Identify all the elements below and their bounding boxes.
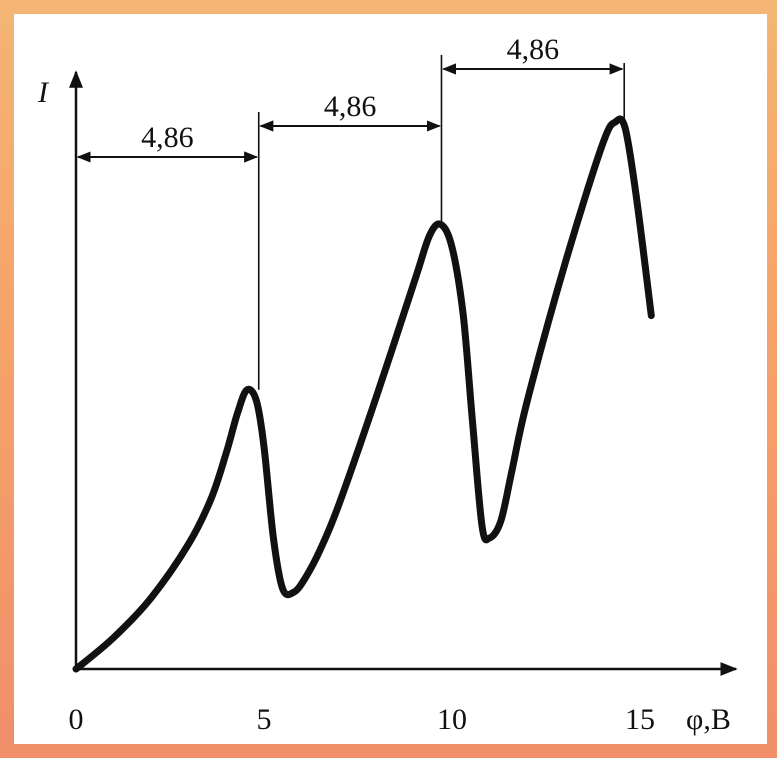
data-curve	[72, 115, 655, 673]
chart-plot: Iφ,B 0 5 10 15 4,86 4,86 4,86	[37, 33, 738, 736]
x-axis-label: φ,B	[686, 703, 731, 736]
x-tick-label: 0	[69, 703, 84, 736]
x-tick-label: 10	[437, 703, 467, 736]
x-tick-label: 5	[257, 703, 272, 736]
interval-label: 4,86	[507, 33, 560, 66]
interval-label: 4,86	[324, 90, 377, 123]
y-axis-label: I	[37, 76, 50, 109]
x-tick-label: 15	[625, 703, 655, 736]
interval-label: 4,86	[141, 121, 194, 154]
